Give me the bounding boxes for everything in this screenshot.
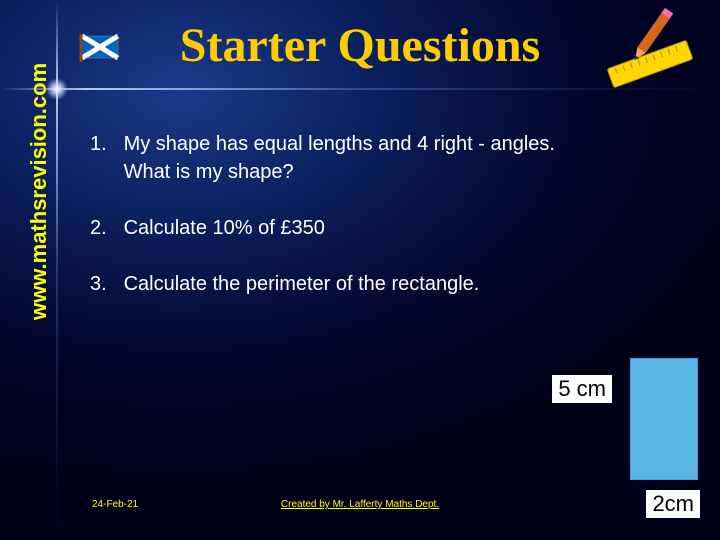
question-text: Calculate 10% of £350: [124, 217, 325, 239]
footer-credit: Created by Mr. Lafferty Maths Dept.: [0, 499, 720, 510]
ruler-pencil-icon: [600, 6, 700, 96]
question-2: 2. Calculate 10% of £350: [90, 214, 690, 242]
question-text: What is my shape?: [124, 161, 294, 183]
website-url-sidebar: www.mathsrevision.com: [26, 63, 52, 320]
question-text: Calculate the perimeter of the rectangle…: [124, 273, 480, 295]
question-number: 1.: [90, 130, 118, 158]
rectangle-shape: [630, 358, 698, 480]
question-number: 2.: [90, 214, 118, 242]
rectangle-width-label: 5 cm: [552, 375, 612, 403]
question-number: 3.: [90, 270, 118, 298]
question-3: 3. Calculate the perimeter of the rectan…: [90, 270, 690, 298]
question-text: My shape has equal lengths and 4 right -…: [124, 133, 555, 155]
question-1: 1. My shape has equal lengths and 4 righ…: [90, 130, 690, 186]
questions-block: 1. My shape has equal lengths and 4 righ…: [90, 130, 690, 326]
